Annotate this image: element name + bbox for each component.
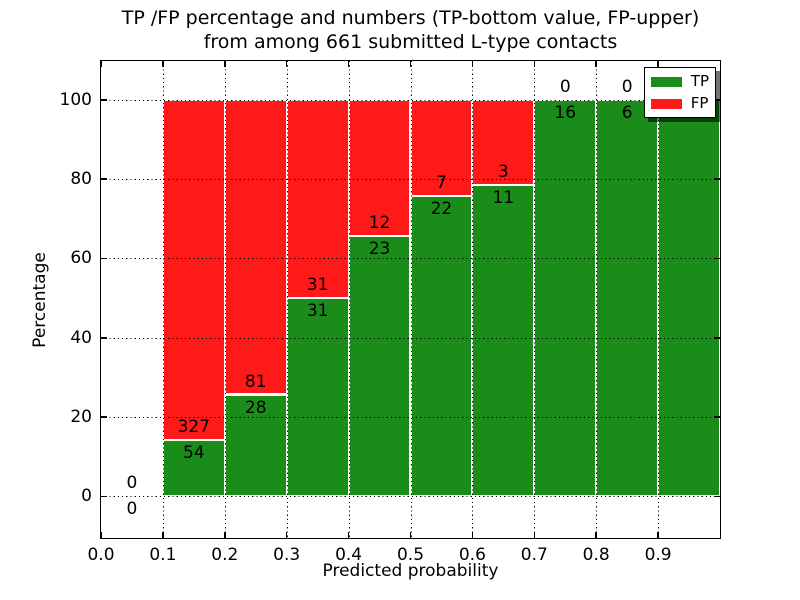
tp-count-label: 0 <box>126 499 138 520</box>
x-tick-mark <box>347 61 350 67</box>
v-gridline <box>286 61 288 538</box>
fp-count-label: 0 <box>621 76 633 97</box>
chart-title-line2: from among 661 submitted L-type contacts <box>203 31 618 53</box>
x-tick-mark <box>595 61 597 67</box>
v-gridline <box>410 61 412 538</box>
bar-fp-segment <box>224 99 287 395</box>
y-tick-mark <box>714 99 720 101</box>
v-gridline <box>162 61 164 538</box>
x-tick-label: 0.5 <box>396 545 425 565</box>
x-tick-mark <box>100 532 102 538</box>
y-tick-mark <box>101 416 107 418</box>
fp-count-label: 0 <box>559 76 571 97</box>
x-tick-mark <box>533 532 536 538</box>
tp-count-label: 28 <box>244 397 267 418</box>
x-tick-mark <box>533 61 536 67</box>
y-tick-mark <box>714 416 720 418</box>
x-tick-label: 0.1 <box>149 545 177 565</box>
x-tick-mark <box>409 532 412 538</box>
x-tick-mark <box>285 532 288 538</box>
y-tick-label: 20 <box>70 407 92 428</box>
bar-fp-segment <box>162 99 225 441</box>
bar-tp-segment <box>410 195 473 497</box>
fp-count-label: 327 <box>177 417 211 438</box>
x-tick-label: 0.8 <box>582 545 610 565</box>
x-axis-label: Predicted probability <box>322 561 499 581</box>
x-tick-mark <box>409 61 412 67</box>
legend-entry-tp: TP <box>650 72 709 90</box>
v-gridline <box>596 61 598 538</box>
x-tick-mark <box>224 61 226 67</box>
x-tick-mark <box>285 61 288 67</box>
x-tick-label: 0.9 <box>644 545 672 565</box>
bar-tp-segment <box>286 298 349 497</box>
tp-count-label: 22 <box>430 198 453 219</box>
fp-count-label: 31 <box>306 275 329 296</box>
bar-tp-segment <box>534 99 597 497</box>
bar-tp-segment <box>162 440 225 497</box>
v-gridline <box>348 61 350 538</box>
y-tick-mark <box>101 257 107 260</box>
y-tick-label: 100 <box>59 89 92 110</box>
fp-count-label: 3 <box>497 161 509 182</box>
y-tick-label: 0 <box>81 486 92 507</box>
chart-title-line1: TP /FP percentage and numbers (TP-bottom… <box>121 7 700 29</box>
y-tick-label: 80 <box>70 169 92 190</box>
x-tick-label: 0.4 <box>335 545 363 565</box>
x-tick-mark <box>595 532 597 538</box>
bar-tp-segment <box>596 99 659 497</box>
x-tick-label: 0.7 <box>520 545 548 565</box>
x-tick-mark <box>471 61 474 67</box>
x-tick-label: 0.2 <box>211 545 239 565</box>
y-tick-label: 60 <box>70 248 92 269</box>
legend-entry-fp: FP <box>650 94 709 112</box>
y-tick-mark <box>714 337 720 339</box>
tp-swatch-icon <box>650 76 682 87</box>
tp-count-label: 16 <box>554 102 577 123</box>
x-tick-mark <box>347 532 350 538</box>
y-tick-mark <box>101 178 107 180</box>
v-gridline <box>658 61 660 538</box>
v-gridline <box>534 61 536 538</box>
y-tick-mark <box>101 99 107 101</box>
tp-count-label: 6 <box>621 102 633 123</box>
tp-count-label: 54 <box>183 443 205 464</box>
fp-count-label: 0 <box>126 473 138 494</box>
fp-count-label: 12 <box>368 212 391 233</box>
v-gridline <box>224 61 226 538</box>
bar-fp-segment <box>286 99 349 299</box>
x-tick-mark <box>162 532 164 538</box>
tp-count-label: 31 <box>306 301 329 322</box>
x-tick-label: 0.0 <box>87 545 115 565</box>
legend: TP FP <box>643 67 716 118</box>
plot-area: TP FP 00327548128313112237223110160609 <box>100 60 721 539</box>
x-tick-mark <box>657 532 659 538</box>
x-tick-label: 0.3 <box>273 545 301 565</box>
tp-count-label: 11 <box>492 187 515 208</box>
legend-label-tp: TP <box>690 72 709 90</box>
y-tick-mark <box>714 495 720 498</box>
x-tick-mark <box>224 532 226 538</box>
fp-count-label: 81 <box>244 371 267 392</box>
x-tick-mark <box>162 61 164 67</box>
y-tick-mark <box>101 337 107 339</box>
v-gridline <box>472 61 474 538</box>
fp-count-label: 7 <box>436 172 447 193</box>
y-tick-mark <box>714 178 720 180</box>
x-tick-mark <box>471 532 474 538</box>
y-tick-mark <box>714 257 720 260</box>
x-tick-label: 0.6 <box>458 545 486 565</box>
bar-tp-segment <box>348 235 411 497</box>
y-tick-mark <box>101 495 107 498</box>
legend-label-fp: FP <box>690 94 709 112</box>
x-tick-mark <box>657 61 659 67</box>
bar-tp-segment <box>658 99 720 497</box>
y-tick-label: 40 <box>70 327 92 348</box>
tp-count-label: 23 <box>368 238 391 259</box>
fp-swatch-icon <box>650 98 682 109</box>
x-tick-mark <box>100 61 102 67</box>
bar-tp-segment <box>472 184 535 497</box>
